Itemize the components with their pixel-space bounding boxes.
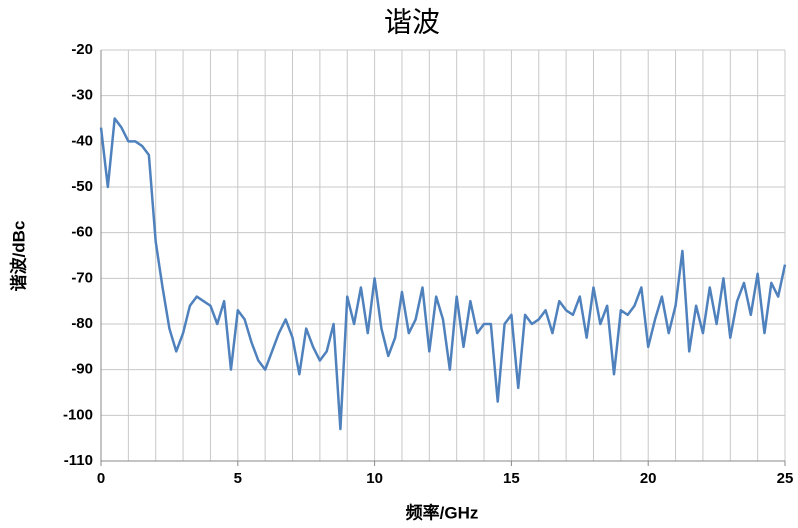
y-tick-label: -100	[63, 406, 93, 423]
data-line	[99, 117, 787, 431]
y-tick-label: -30	[71, 87, 93, 104]
x-axis-label: 频率/GHz	[406, 502, 479, 522]
chart-title: 谐波	[384, 6, 440, 37]
y-tick-label: -20	[71, 41, 93, 58]
x-tick-label: 0	[97, 470, 105, 487]
y-tick-label: -70	[71, 269, 93, 286]
y-tick-label: -80	[71, 315, 93, 332]
y-tick-label: -60	[71, 224, 93, 241]
x-tick-label: 25	[777, 470, 794, 487]
x-tick-label: 10	[366, 470, 383, 487]
x-tick-label: 5	[234, 470, 242, 487]
y-axis-label: 谐波/dBc	[8, 221, 28, 292]
y-tick-label: -110	[64, 452, 93, 469]
y-tick-label: -40	[71, 132, 93, 149]
x-tick-label: 20	[640, 470, 657, 487]
x-tick-label: 15	[503, 470, 520, 487]
y-tick-label: -50	[71, 178, 93, 195]
y-tick-label: -90	[71, 361, 93, 378]
